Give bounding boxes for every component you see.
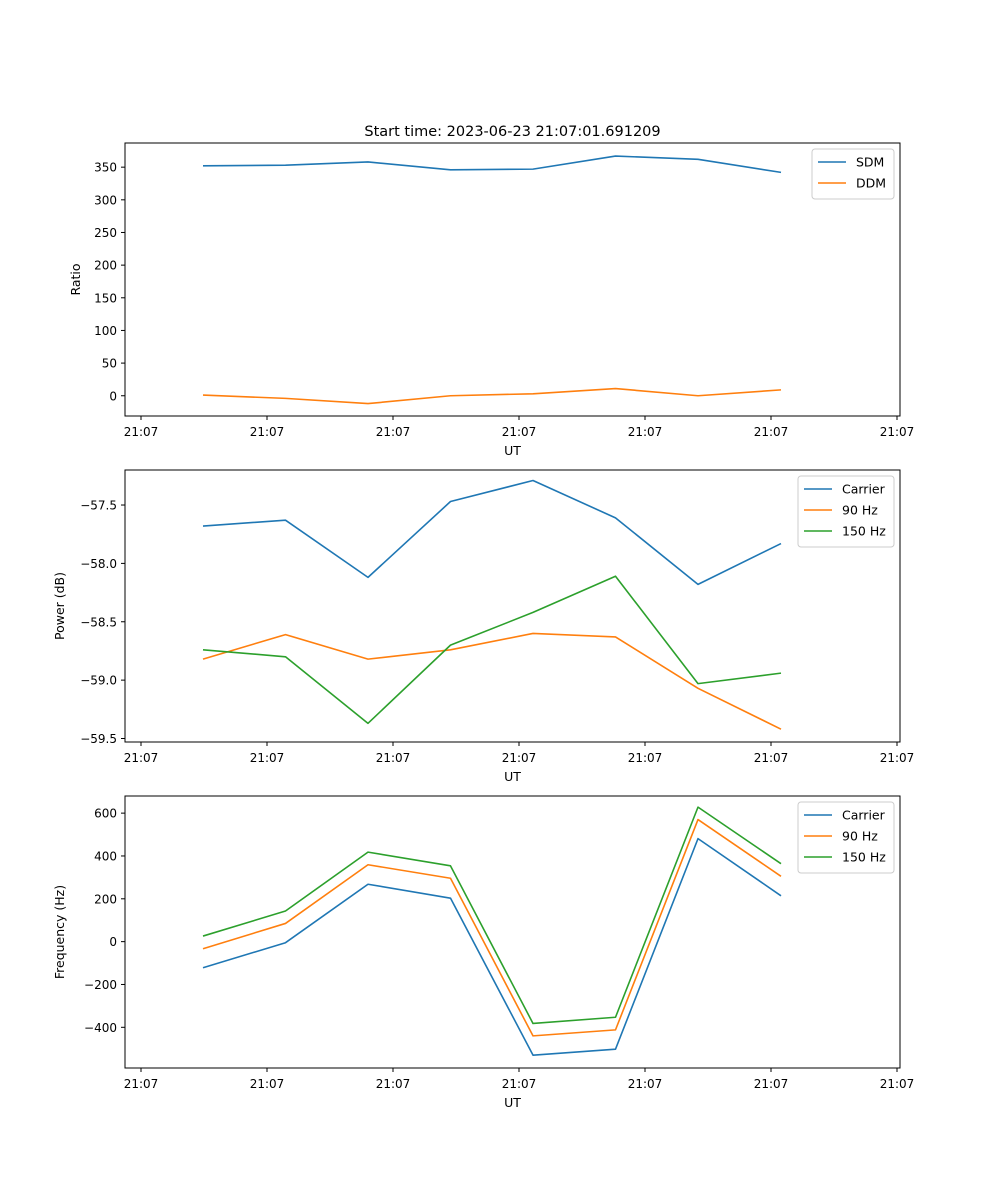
x-tick-label: 21:07 (628, 1077, 663, 1091)
y-tick-label: 200 (94, 259, 117, 273)
x-tick-label: 21:07 (376, 1077, 411, 1091)
y-tick-label: 0 (109, 935, 117, 949)
x-tick-label: 21:07 (376, 425, 411, 439)
y-tick-label: −59.0 (80, 674, 117, 688)
x-tick-label: 21:07 (880, 751, 915, 765)
x-tick-label: 21:07 (880, 425, 915, 439)
legend-label: 90 Hz (842, 503, 878, 518)
x-tick-label: 21:07 (628, 425, 663, 439)
chart-panel-3: 21:07 21:07 21:07 21:07 21:07 21:07 21:07 UT −40… (52, 795, 915, 1110)
series-line-carrier (202, 837, 782, 1056)
x-tick-label: 21:07 (754, 751, 789, 765)
x-tick-label: 21:07 (880, 1077, 915, 1091)
legend-box (797, 475, 895, 548)
x-tick-label: 21:07 (376, 751, 411, 765)
y-axis-label: Ratio (68, 263, 83, 295)
x-axis-label: UT (504, 443, 521, 458)
legend-label: DDM (856, 176, 886, 191)
x-axis-label: UT (504, 1095, 521, 1110)
legend: SDM DDM (811, 148, 895, 200)
axes-frame (124, 142, 901, 417)
legend-label: 150 Hz (842, 524, 886, 539)
y-tick-label: −59.5 (80, 732, 117, 746)
chart-panel-1: 21:07 21:07 21:07 21:07 21:07 21:07 21:07 UT 0 50… (68, 142, 915, 458)
y-axis-label: Frequency (Hz) (52, 885, 67, 979)
legend-box (797, 801, 895, 874)
legend-label: Carrier (842, 482, 886, 497)
y-tick-label: −200 (84, 978, 117, 992)
series-line-90-hz (202, 632, 782, 730)
legend-label: SDM (856, 155, 884, 170)
x-tick-label: 21:07 (124, 425, 159, 439)
x-tick-label: 21:07 (754, 1077, 789, 1091)
x-axis-label: UT (504, 769, 521, 784)
y-tick-label: −58.0 (80, 557, 117, 571)
axes-frame (124, 795, 901, 1069)
legend: Carrier 90 Hz 150 Hz (797, 475, 895, 548)
y-tick-label: 350 (94, 161, 117, 175)
legend-label: 150 Hz (842, 850, 886, 865)
series-line-carrier (202, 479, 782, 586)
figure-title: Start time: 2023-06-23 21:07:01.691209 (364, 124, 660, 140)
x-tick-label: 21:07 (502, 1077, 537, 1091)
y-tick-label: 250 (94, 226, 117, 240)
x-tick-label: 21:07 (628, 751, 663, 765)
y-tick-label: −58.5 (80, 615, 117, 629)
x-tick-label: 21:07 (250, 425, 285, 439)
y-tick-label: 600 (94, 807, 117, 821)
x-tick-label: 21:07 (250, 751, 285, 765)
series-line-sdm (202, 155, 782, 174)
y-tick-label: 50 (102, 357, 117, 371)
y-axis-label: Power (dB) (52, 572, 67, 640)
x-tick-label: 21:07 (754, 425, 789, 439)
legend-label: 90 Hz (842, 829, 878, 844)
y-tick-label: 150 (94, 291, 117, 305)
y-tick-label: −57.5 (80, 499, 117, 513)
y-tick-label: 200 (94, 892, 117, 906)
y-tick-label: 100 (94, 324, 117, 338)
legend: Carrier 90 Hz 150 Hz (797, 801, 895, 874)
x-tick-label: 21:07 (502, 425, 537, 439)
series-line-ddm (202, 387, 782, 405)
x-tick-label: 21:07 (124, 751, 159, 765)
series-line-90-hz (202, 818, 782, 1037)
series-line-150-hz (202, 806, 782, 1025)
x-tick-label: 21:07 (250, 1077, 285, 1091)
axes-frame (124, 469, 901, 743)
y-tick-label: 300 (94, 193, 117, 207)
x-tick-label: 21:07 (502, 751, 537, 765)
legend-label: Carrier (842, 808, 886, 823)
chart-panel-2: 21:07 21:07 21:07 21:07 21:07 21:07 21:07 UT −59… (52, 469, 915, 784)
y-tick-label: 0 (109, 389, 117, 403)
series-line-150-hz (202, 575, 782, 725)
y-tick-label: 400 (94, 849, 117, 863)
y-tick-label: −400 (84, 1021, 117, 1035)
x-tick-label: 21:07 (124, 1077, 159, 1091)
